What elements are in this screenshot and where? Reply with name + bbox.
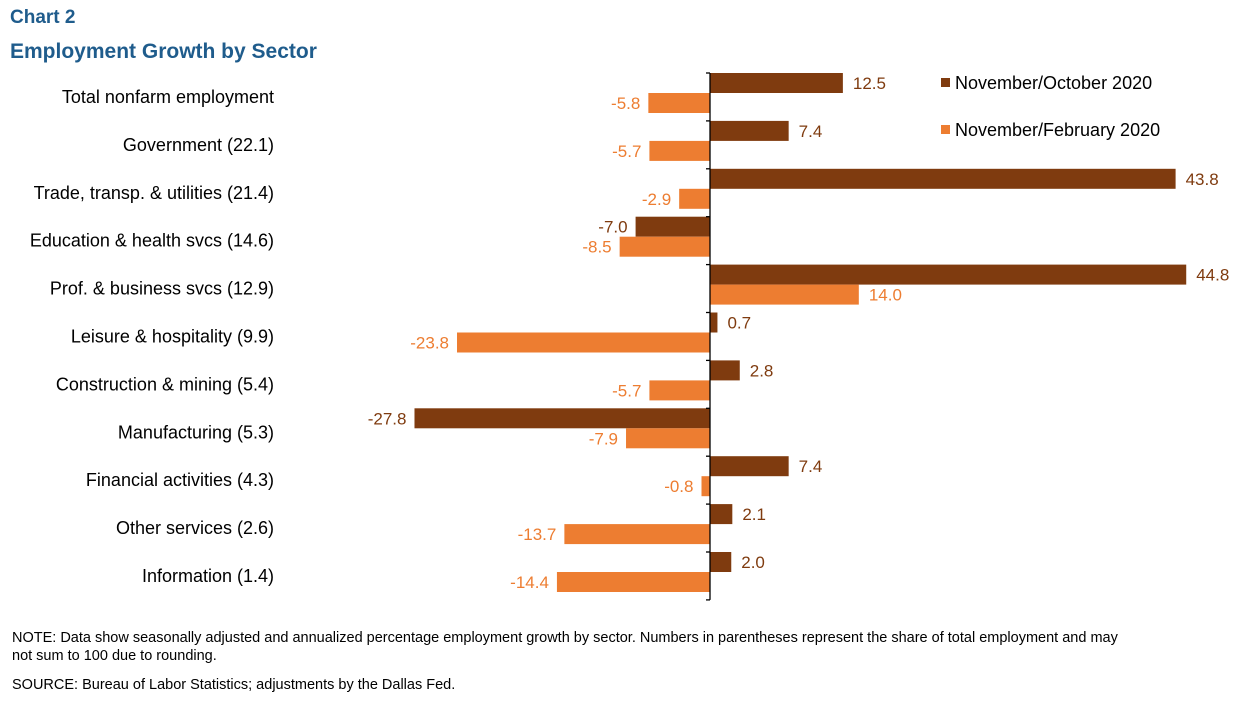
data-label: 2.0	[741, 553, 765, 572]
chart-note: NOTE: Data show seasonally adjusted and …	[12, 630, 1118, 664]
data-label: 43.8	[1186, 170, 1219, 189]
data-label: 7.4	[799, 457, 823, 476]
bar-nov-oct	[710, 168, 1176, 189]
bar-nov-feb	[649, 380, 710, 401]
bar-nov-oct	[710, 360, 740, 381]
bar-nov-oct	[710, 312, 718, 333]
data-label: 12.5	[853, 74, 886, 93]
category-label: Total nonfarm employment	[62, 87, 274, 107]
category-label: Prof. & business svcs (12.9)	[50, 279, 274, 299]
bar-nov-feb	[649, 140, 710, 161]
bar-nov-oct	[710, 120, 789, 141]
data-label: -27.8	[368, 409, 407, 428]
category-label: Construction & mining (5.4)	[56, 374, 274, 394]
category-label: Financial activities (4.3)	[86, 470, 274, 490]
legend-label-nov-feb: November/February 2020	[955, 120, 1160, 140]
chart-subtitle: Employment Growth by Sector	[10, 40, 317, 63]
bar-nov-oct	[414, 408, 710, 429]
data-label: -13.7	[518, 525, 557, 544]
bar-chart: Total nonfarm employment 12.5 -5.8 Governme…	[30, 72, 1229, 601]
bar-nov-oct	[635, 216, 710, 237]
data-label: 0.7	[727, 314, 751, 333]
data-label: -0.8	[664, 477, 693, 496]
bar-nov-feb	[626, 428, 710, 449]
category-label: Manufacturing (5.3)	[118, 422, 274, 442]
category-label: Education & health svcs (14.6)	[30, 231, 274, 251]
bar-nov-feb	[679, 188, 710, 209]
legend-swatch-nov-feb	[941, 125, 950, 134]
bar-nov-feb	[564, 524, 710, 545]
data-label: -5.8	[611, 94, 640, 113]
chart-source: SOURCE: Bureau of Labor Statistics; adju…	[12, 677, 456, 693]
bar-nov-feb	[710, 284, 859, 305]
data-label: -5.7	[612, 381, 641, 400]
bar-nov-feb	[556, 572, 710, 592]
data-label: -8.5	[582, 238, 611, 257]
bar-nov-feb	[619, 236, 710, 257]
data-label: -7.0	[598, 218, 627, 237]
bar-nov-oct	[710, 504, 733, 525]
legend-label-nov-oct: November/October 2020	[955, 73, 1152, 93]
data-label: 44.8	[1196, 266, 1229, 285]
bar-nov-oct	[710, 73, 843, 93]
category-label: Information (1.4)	[142, 566, 274, 586]
data-label: -14.4	[510, 573, 549, 592]
data-label: -2.9	[642, 190, 671, 209]
category-label: Other services (2.6)	[116, 518, 274, 538]
category-label: Leisure & hospitality (9.9)	[71, 327, 274, 347]
bar-nov-oct	[710, 456, 789, 477]
data-label: 2.1	[742, 505, 766, 524]
category-label: Government (22.1)	[123, 135, 274, 155]
data-label: -23.8	[410, 334, 449, 353]
bar-nov-oct	[710, 264, 1187, 285]
category-label: Trade, transp. & utilities (21.4)	[34, 183, 274, 203]
bar-nov-feb	[701, 476, 710, 497]
data-label: -7.9	[589, 429, 618, 448]
data-label: 2.8	[750, 361, 774, 380]
chart-title: Chart 2	[10, 7, 76, 28]
data-label: -5.7	[612, 142, 641, 161]
data-label: 7.4	[799, 122, 823, 141]
bar-nov-feb	[648, 93, 710, 113]
bar-nov-oct	[710, 552, 732, 572]
legend-swatch-nov-oct	[941, 78, 950, 87]
bar-nov-feb	[457, 332, 710, 353]
data-label: 14.0	[869, 286, 902, 305]
